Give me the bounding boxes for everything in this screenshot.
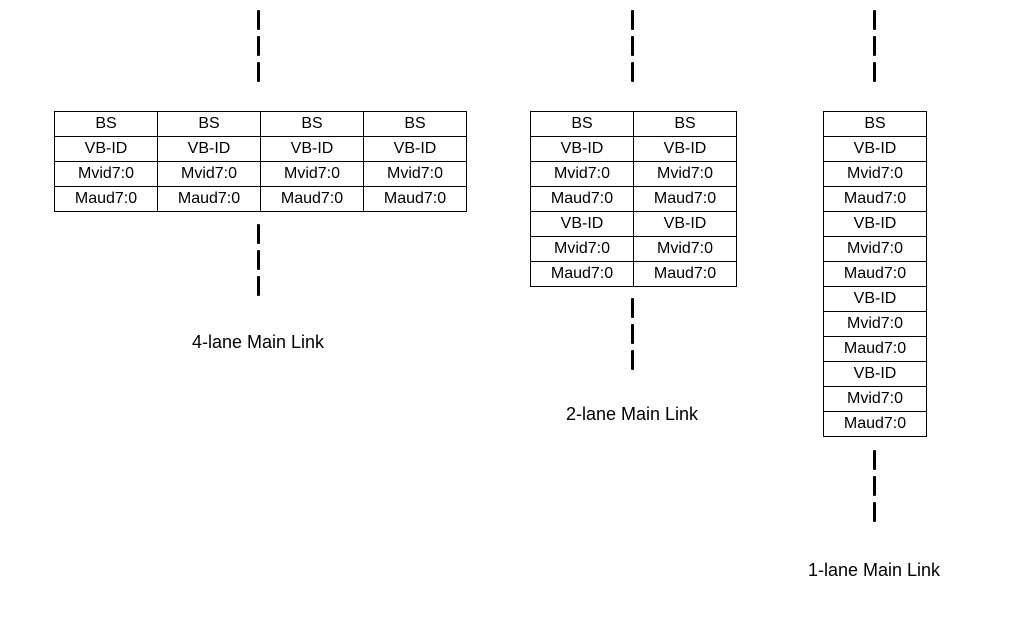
cell-maud: Maud7:0: [531, 187, 634, 212]
dash-segment: [873, 36, 876, 56]
cell-vbid: VB-ID: [364, 137, 467, 162]
cell-vbid: VB-ID: [158, 137, 261, 162]
one-lane-caption: 1-lane Main Link: [808, 560, 940, 581]
diagram-canvas: BS BS BS BS VB-ID VB-ID VB-ID VB-ID Mvid…: [0, 0, 1015, 630]
dash-segment: [631, 298, 634, 318]
dash-segment: [257, 10, 260, 30]
cell-vbid: VB-ID: [824, 362, 927, 387]
cell-vbid: VB-ID: [55, 137, 158, 162]
table-row: VB-ID: [824, 362, 927, 387]
cell-bs: BS: [261, 112, 364, 137]
cell-maud: Maud7:0: [55, 187, 158, 212]
cell-mvid: Mvid7:0: [634, 162, 737, 187]
cell-mvid: Mvid7:0: [261, 162, 364, 187]
cell-mvid: Mvid7:0: [55, 162, 158, 187]
table-row: Maud7:0: [824, 187, 927, 212]
one-lane-table: BS VB-ID Mvid7:0 Maud7:0 VB-ID Mvid7:0 M…: [823, 111, 927, 437]
table-row: Mvid7:0: [824, 387, 927, 412]
table-row: VB-ID: [824, 212, 927, 237]
cell-vbid: VB-ID: [531, 212, 634, 237]
cell-maud: Maud7:0: [634, 187, 737, 212]
cell-maud: Maud7:0: [824, 412, 927, 437]
table-row: Mvid7:0: [824, 312, 927, 337]
table-row: Mvid7:0 Mvid7:0 Mvid7:0 Mvid7:0: [55, 162, 467, 187]
cell-maud: Maud7:0: [261, 187, 364, 212]
cell-maud: Maud7:0: [634, 262, 737, 287]
cell-maud: Maud7:0: [364, 187, 467, 212]
cell-mvid: Mvid7:0: [531, 237, 634, 262]
cell-maud: Maud7:0: [824, 337, 927, 362]
dash-segment: [257, 36, 260, 56]
cell-bs: BS: [634, 112, 737, 137]
four-lane-top-dashes: [256, 10, 260, 82]
cell-mvid: Mvid7:0: [531, 162, 634, 187]
dash-segment: [873, 476, 876, 496]
two-lane-top-dashes: [630, 10, 634, 82]
two-lane-table: BS BS VB-ID VB-ID Mvid7:0 Mvid7:0 Maud7:…: [530, 111, 737, 287]
cell-vbid: VB-ID: [531, 137, 634, 162]
dash-segment: [257, 224, 260, 244]
table-row: BS: [824, 112, 927, 137]
one-lane-top-dashes: [872, 10, 876, 82]
cell-mvid: Mvid7:0: [634, 237, 737, 262]
cell-vbid: VB-ID: [824, 212, 927, 237]
cell-bs: BS: [531, 112, 634, 137]
table-row: Mvid7:0: [824, 237, 927, 262]
cell-mvid: Mvid7:0: [824, 162, 927, 187]
dash-segment: [631, 350, 634, 370]
two-lane-caption: 2-lane Main Link: [566, 404, 698, 425]
cell-vbid: VB-ID: [824, 287, 927, 312]
cell-mvid: Mvid7:0: [364, 162, 467, 187]
cell-maud: Maud7:0: [531, 262, 634, 287]
dash-segment: [257, 276, 260, 296]
four-lane-table: BS BS BS BS VB-ID VB-ID VB-ID VB-ID Mvid…: [54, 111, 467, 212]
four-lane-bottom-dashes: [256, 224, 260, 296]
cell-maud: Maud7:0: [824, 262, 927, 287]
cell-bs: BS: [55, 112, 158, 137]
cell-vbid: VB-ID: [261, 137, 364, 162]
table-row: Maud7:0 Maud7:0: [531, 262, 737, 287]
table-row: Mvid7:0 Mvid7:0: [531, 162, 737, 187]
dash-segment: [257, 62, 260, 82]
two-lane-bottom-dashes: [630, 298, 634, 370]
one-lane-bottom-dashes: [872, 450, 876, 522]
cell-mvid: Mvid7:0: [824, 387, 927, 412]
cell-maud: Maud7:0: [824, 187, 927, 212]
cell-vbid: VB-ID: [634, 137, 737, 162]
table-row: VB-ID: [824, 287, 927, 312]
table-row: BS BS: [531, 112, 737, 137]
dash-segment: [873, 450, 876, 470]
table-row: Mvid7:0: [824, 162, 927, 187]
table-row: Maud7:0: [824, 337, 927, 362]
dash-segment: [873, 10, 876, 30]
cell-mvid: Mvid7:0: [824, 237, 927, 262]
dash-segment: [873, 62, 876, 82]
table-row: VB-ID VB-ID: [531, 212, 737, 237]
table-row: Maud7:0: [824, 412, 927, 437]
table-row: Maud7:0: [824, 262, 927, 287]
dash-segment: [873, 502, 876, 522]
dash-segment: [631, 62, 634, 82]
dash-segment: [631, 324, 634, 344]
table-row: VB-ID VB-ID: [531, 137, 737, 162]
table-row: VB-ID VB-ID VB-ID VB-ID: [55, 137, 467, 162]
table-row: VB-ID: [824, 137, 927, 162]
dash-segment: [631, 10, 634, 30]
cell-bs: BS: [824, 112, 927, 137]
table-row: Mvid7:0 Mvid7:0: [531, 237, 737, 262]
cell-bs: BS: [364, 112, 467, 137]
cell-mvid: Mvid7:0: [824, 312, 927, 337]
table-row: BS BS BS BS: [55, 112, 467, 137]
table-row: Maud7:0 Maud7:0 Maud7:0 Maud7:0: [55, 187, 467, 212]
dash-segment: [257, 250, 260, 270]
four-lane-caption: 4-lane Main Link: [192, 332, 324, 353]
cell-maud: Maud7:0: [158, 187, 261, 212]
dash-segment: [631, 36, 634, 56]
cell-bs: BS: [158, 112, 261, 137]
cell-vbid: VB-ID: [824, 137, 927, 162]
cell-vbid: VB-ID: [634, 212, 737, 237]
cell-mvid: Mvid7:0: [158, 162, 261, 187]
table-row: Maud7:0 Maud7:0: [531, 187, 737, 212]
